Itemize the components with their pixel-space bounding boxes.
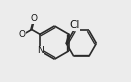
Text: Cl: Cl xyxy=(69,20,79,30)
Text: N: N xyxy=(37,46,43,55)
Text: O: O xyxy=(18,30,25,39)
Text: O: O xyxy=(30,14,37,23)
